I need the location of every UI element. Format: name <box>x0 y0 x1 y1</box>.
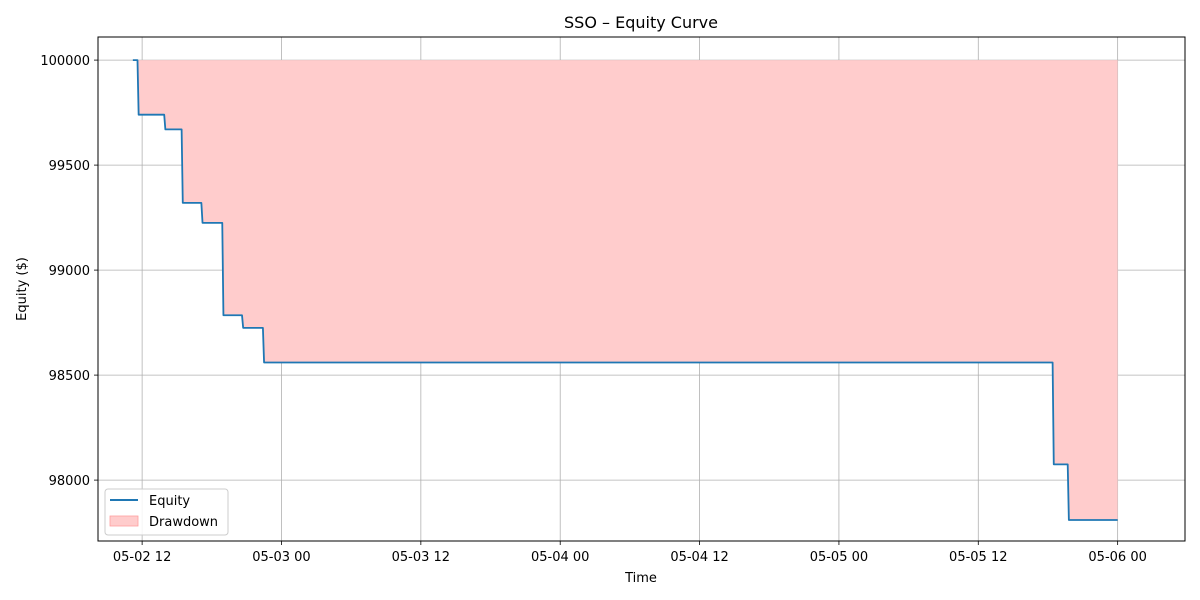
equity-line-layer <box>132 59 1118 521</box>
equity-line <box>132 59 1118 521</box>
x-axis-label: Time <box>624 571 657 586</box>
y-tick-label: 98000 <box>49 474 90 489</box>
drawdown-area-layer <box>132 60 1118 520</box>
y-axis-label: Equity ($) <box>15 257 30 321</box>
y-tick-label: 99500 <box>49 159 90 174</box>
x-tick-label: 05-03 12 <box>392 550 450 565</box>
legend-drawdown-label: Drawdown <box>149 515 218 530</box>
x-tick-label: 05-03 00 <box>252 550 310 565</box>
x-tick-label: 05-05 12 <box>949 550 1007 565</box>
x-tick-label: 05-04 12 <box>670 550 728 565</box>
y-axis-ticks: 98000 98500 99000 99500 100000 <box>40 54 98 489</box>
legend-equity-label: Equity <box>149 494 190 509</box>
x-axis-ticks: 05-02 12 05-03 00 05-03 12 05-04 00 05-04 12… <box>113 541 1147 565</box>
chart-title: SSO – Equity Curve <box>564 13 718 32</box>
x-tick-label: 05-02 12 <box>113 550 171 565</box>
legend-drawdown-swatch <box>109 515 139 527</box>
y-tick-label: 98500 <box>49 369 90 384</box>
x-tick-label: 05-06 00 <box>1088 550 1146 565</box>
drawdown-area <box>132 60 1118 520</box>
y-tick-label: 100000 <box>40 54 90 69</box>
x-tick-label: 05-04 00 <box>531 550 589 565</box>
y-tick-label: 99000 <box>49 264 90 279</box>
legend: Equity Drawdown <box>104 488 229 536</box>
plot-frame <box>97 36 1186 542</box>
x-tick-label: 05-05 00 <box>810 550 868 565</box>
